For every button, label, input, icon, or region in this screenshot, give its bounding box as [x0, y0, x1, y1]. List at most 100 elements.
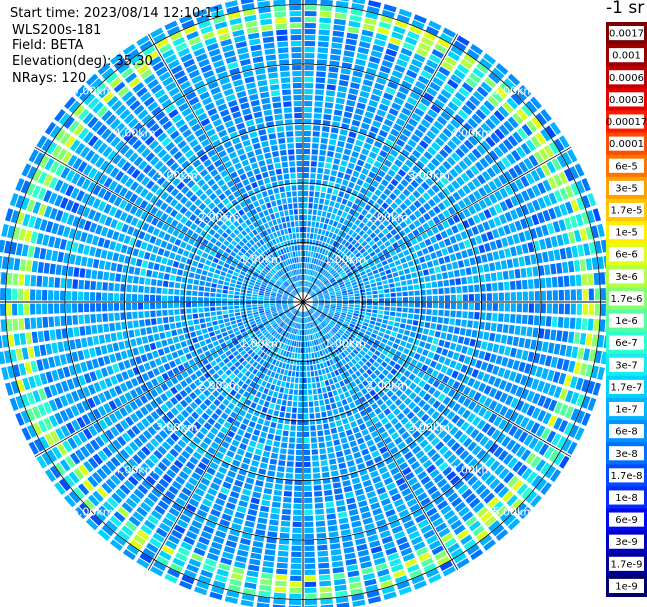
- ray-gate: [369, 540, 381, 548]
- ray-gate: [432, 379, 441, 388]
- ray-gate: [287, 197, 292, 204]
- ray-gate: [257, 276, 264, 281]
- ray-gate: [121, 525, 134, 537]
- ray-gate: [300, 317, 303, 323]
- ray-gate: [334, 228, 340, 235]
- ray-gate: [213, 197, 221, 205]
- ray-gate: [324, 168, 331, 175]
- ray-gate: [296, 311, 300, 316]
- ray-gate: [207, 107, 218, 117]
- ray-gate: [81, 178, 91, 190]
- ray-gate: [236, 90, 247, 99]
- ray-gate: [366, 302, 372, 306]
- ray-gate: [304, 539, 315, 545]
- ray-gate: [192, 313, 199, 319]
- ray-gate: [381, 471, 391, 480]
- ray-gate: [356, 52, 368, 61]
- ray-gate: [181, 225, 189, 234]
- ray-gate: [253, 271, 260, 276]
- ray-gate: [288, 305, 294, 308]
- ray-gate: [298, 257, 301, 263]
- ray-gate: [312, 358, 316, 365]
- ray-gate: [170, 432, 180, 442]
- ray-gate: [290, 35, 302, 41]
- ray-gate: [312, 303, 318, 306]
- ray-gate: [288, 320, 292, 326]
- ray-gate: [316, 424, 323, 431]
- ray-gate: [212, 245, 219, 252]
- ray-gate: [318, 394, 324, 400]
- ray-gate: [293, 290, 297, 295]
- ray-gate: [303, 161, 310, 167]
- ray-gate: [304, 71, 314, 77]
- ray-gate: [320, 0, 333, 6]
- ray-gate: [37, 330, 44, 343]
- ray-gate: [227, 125, 237, 134]
- ray-gate: [324, 334, 330, 340]
- ray-gate: [199, 257, 206, 264]
- ray-gate: [201, 328, 208, 334]
- ray-gate: [597, 334, 605, 348]
- ray-gate: [263, 401, 270, 408]
- ray-gate: [141, 418, 150, 428]
- ray-gate: [217, 315, 223, 320]
- ray-gate: [274, 251, 280, 257]
- ray-gate: [303, 203, 308, 209]
- ray-gate: [284, 369, 289, 376]
- ray-gate: [241, 375, 248, 382]
- ray-gate: [341, 334, 348, 340]
- ray-gate: [320, 604, 334, 607]
- ray-gate: [183, 25, 197, 35]
- ray-gate: [295, 149, 303, 155]
- ray-gate: [174, 428, 184, 438]
- ray-gate: [233, 340, 240, 346]
- ray-gate: [303, 317, 306, 323]
- ray-gate: [258, 198, 265, 205]
- ray-gate: [413, 14, 427, 24]
- ray-gate: [319, 254, 324, 260]
- ray-gate: [225, 385, 232, 393]
- ray-gate: [101, 524, 115, 537]
- ray-gate: [297, 191, 303, 197]
- ray-gate: [332, 408, 339, 415]
- ray-gate: [379, 530, 391, 539]
- ray-gate: [368, 496, 379, 505]
- ray-gate: [488, 520, 501, 532]
- ray-gate: [79, 268, 86, 278]
- ray-gate: [234, 268, 241, 274]
- ray-gate: [390, 394, 398, 402]
- ray-gate: [310, 161, 317, 167]
- ray-gate: [155, 198, 164, 208]
- ray-gate: [285, 332, 289, 338]
- ray-gate: [354, 356, 360, 362]
- ray-gate: [22, 377, 31, 391]
- ray-gate: [254, 347, 260, 353]
- ray-gate: [169, 274, 176, 281]
- ray-gate: [67, 154, 78, 167]
- ray-gate: [342, 540, 354, 548]
- ray-gate: [314, 352, 318, 358]
- ray-gate: [272, 604, 286, 607]
- ray-gate: [418, 389, 427, 398]
- ray-gate: [245, 399, 252, 406]
- ray-gate: [285, 266, 289, 272]
- ray-gate: [342, 306, 348, 309]
- ray-gate: [516, 303, 522, 313]
- ray-gate: [400, 353, 407, 360]
- ray-gate: [237, 277, 244, 282]
- ray-gate: [240, 340, 247, 346]
- ray-gate: [262, 237, 268, 244]
- ray-gate: [395, 312, 402, 317]
- ray-gate: [344, 363, 351, 370]
- ray-gate: [201, 138, 211, 148]
- ray-gate: [269, 319, 275, 324]
- ray-gate: [181, 107, 192, 117]
- ray-gate: [269, 364, 275, 371]
- ray-gate: [483, 385, 492, 395]
- ray-gate: [420, 70, 433, 80]
- ray-gate: [167, 421, 177, 431]
- ray-gate: [293, 322, 297, 328]
- ray-gate: [243, 320, 249, 325]
- ray-gate: [512, 460, 523, 473]
